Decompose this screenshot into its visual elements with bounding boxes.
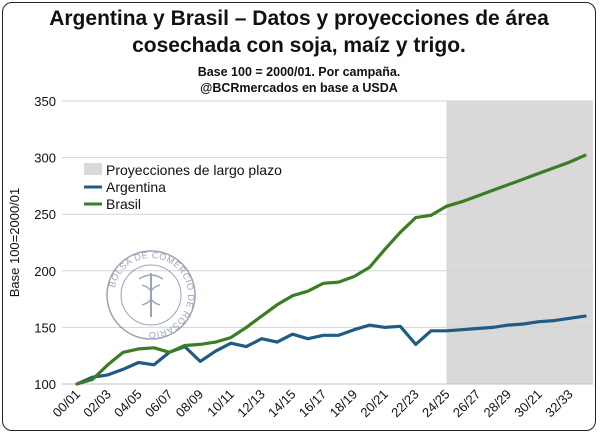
y-tick-label: 300 <box>34 151 56 166</box>
legend: Proyecciones de largo plazo Argentina Br… <box>84 162 282 212</box>
chart-subtitle: Base 100 = 2000/01. Por campaña. <box>197 65 401 79</box>
x-tick-label: 22/23 <box>388 387 422 421</box>
x-tick-label: 10/11 <box>204 387 237 420</box>
x-tick-label: 16/17 <box>296 387 330 421</box>
y-tick-label: 350 <box>34 94 56 109</box>
y-axis-ticks: 100 150 200 250 300 350 <box>34 94 56 392</box>
series-lines <box>75 153 587 386</box>
legend-swatch-projection <box>84 163 102 175</box>
chart-title: Argentina y Brasil – Datos y proyeccione… <box>49 7 549 30</box>
x-axis-ticks: 00/0102/0304/0506/0708/0910/1112/1314/15… <box>50 387 576 421</box>
x-tick-label: 04/05 <box>111 387 145 421</box>
y-axis-label: Base 100=2000/01 <box>7 188 22 298</box>
chart-source: @BCRmercados en base a USDA <box>200 81 398 95</box>
x-tick-label: 28/29 <box>481 387 515 421</box>
x-tick-label: 18/19 <box>327 387 361 421</box>
series-line-brasil <box>75 153 587 386</box>
y-tick-label: 200 <box>34 264 56 279</box>
y-tick-label: 150 <box>34 320 56 335</box>
x-tick-label: 06/07 <box>142 387 176 421</box>
x-tick-label: 12/13 <box>234 387 268 421</box>
x-tick-label: 20/21 <box>357 387 391 421</box>
caduceus-wings <box>138 274 164 306</box>
x-tick-label: 02/03 <box>80 387 114 421</box>
x-tick-label: 26/27 <box>450 387 484 421</box>
legend-label-projection: Proyecciones de largo plazo <box>106 162 282 178</box>
series-line-argentina <box>75 314 587 386</box>
y-tick-label: 100 <box>34 377 56 392</box>
x-tick-label: 30/21 <box>511 387 545 421</box>
x-tick-label: 32/33 <box>542 387 576 421</box>
chart-title-continued: cosechada con soja, maíz y trigo. <box>132 34 466 57</box>
x-tick-label: 08/09 <box>173 387 207 421</box>
projection-band <box>446 101 593 384</box>
gridlines <box>62 100 593 385</box>
legend-label-argentina: Argentina <box>106 179 166 195</box>
watermark-seal: BOLSA DE COMERCIO DE ROSARIO <box>106 250 196 340</box>
seal-outer-ring <box>106 250 196 340</box>
seal-inner-ring <box>120 264 182 326</box>
x-tick-label: 14/15 <box>265 387 299 421</box>
y-tick-label: 250 <box>34 207 56 222</box>
x-tick-label: 24/25 <box>419 387 453 421</box>
legend-label-brasil: Brasil <box>106 196 141 212</box>
